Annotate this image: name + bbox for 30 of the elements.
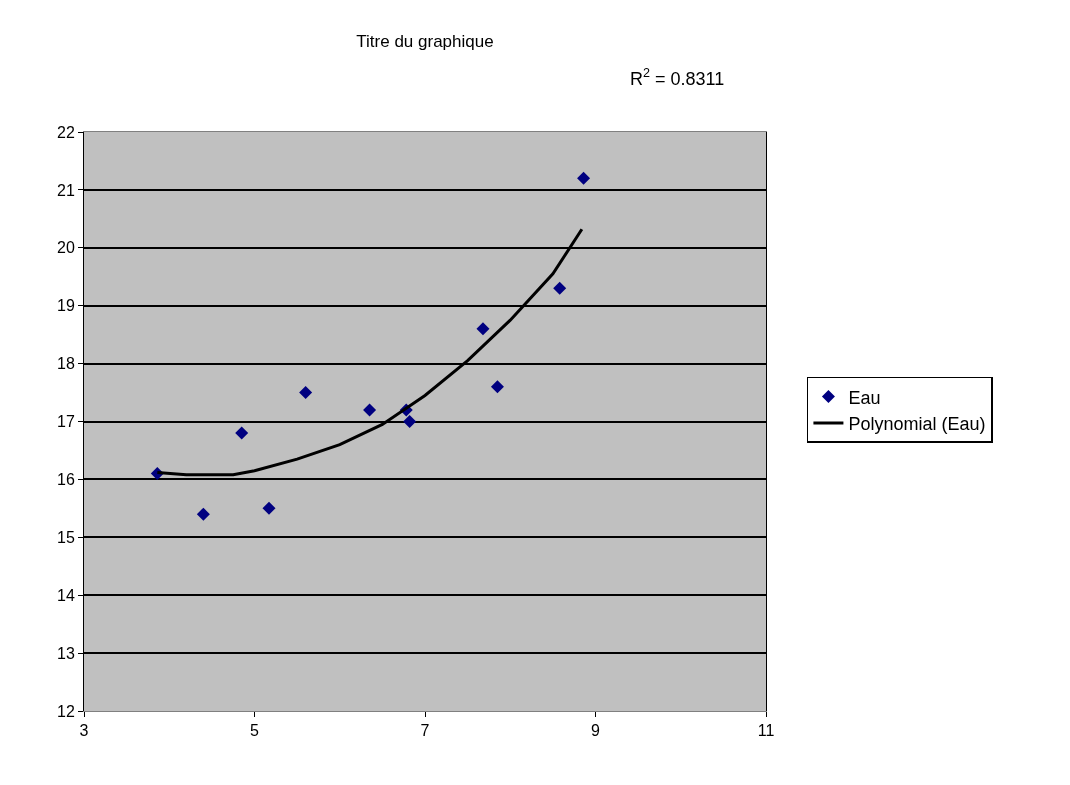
point (299, 386, 313, 400)
legend-label: Polynomial (Eau) (848, 414, 986, 435)
y-tick-label: 12 (57, 702, 75, 720)
x-tick-label: 7 (420, 722, 430, 740)
legend-label: Eau (848, 387, 881, 408)
y-tick-label: 21 (57, 181, 75, 199)
x-tick-label: 5 (250, 722, 260, 740)
x-tick-label: 3 (79, 722, 89, 740)
point (490, 380, 504, 394)
y-tick-label: 20 (57, 239, 75, 257)
point (196, 507, 210, 521)
text: R$^{2}$ = 0.8311 (630, 66, 725, 89)
point (553, 281, 567, 295)
y-tick-label: 13 (57, 644, 75, 662)
chart-title: Titre du graphique (356, 32, 494, 52)
x-tick-label: 9 (591, 722, 601, 740)
y-tick-label: 16 (57, 471, 75, 488)
y-tick-label: 15 (57, 528, 75, 546)
x-tick-label: 11 (757, 722, 775, 740)
point (235, 426, 249, 440)
y-tick-label: 14 (57, 586, 75, 604)
point (476, 322, 490, 336)
y-tick-label: 22 (57, 123, 75, 141)
point (363, 403, 377, 417)
point (262, 501, 276, 515)
y-tick-label: 19 (57, 297, 75, 315)
y-tick-label: 18 (57, 355, 75, 373)
y-tick-label: 17 (57, 413, 75, 431)
point (577, 171, 591, 185)
point (403, 415, 417, 428)
